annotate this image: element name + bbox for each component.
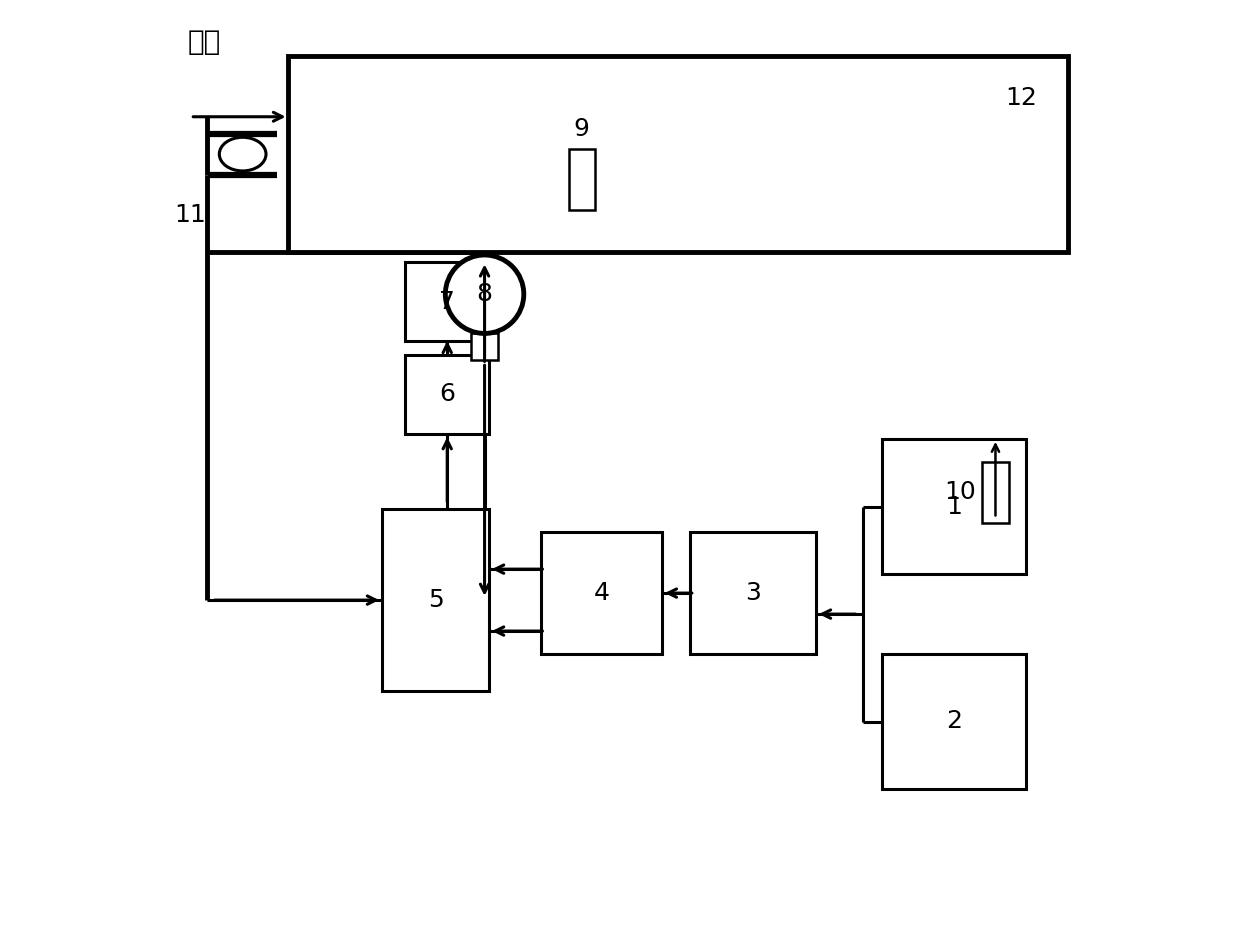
Bar	[541, 532, 662, 654]
Text: 3: 3	[745, 581, 761, 605]
Text: 6: 6	[439, 382, 455, 406]
Bar	[405, 355, 490, 434]
Text: 11: 11	[175, 203, 206, 227]
Text: 1: 1	[946, 495, 962, 519]
Text: 10: 10	[944, 480, 976, 504]
Bar	[882, 654, 1027, 789]
Text: 9: 9	[574, 117, 590, 141]
Bar	[471, 333, 497, 360]
Bar	[882, 439, 1027, 574]
Bar	[569, 149, 595, 210]
Bar	[982, 462, 1008, 523]
Circle shape	[445, 255, 523, 333]
Bar	[405, 262, 490, 341]
Text: 8: 8	[476, 282, 492, 306]
Bar	[289, 56, 1069, 252]
Text: 4: 4	[593, 581, 609, 605]
Text: 12: 12	[1006, 86, 1038, 110]
Bar	[689, 532, 816, 654]
Text: 7: 7	[439, 290, 455, 314]
Text: 5: 5	[428, 587, 444, 612]
Text: 2: 2	[946, 709, 962, 733]
Ellipse shape	[219, 137, 267, 171]
Bar	[382, 509, 490, 691]
Text: 供气: 供气	[187, 28, 221, 56]
